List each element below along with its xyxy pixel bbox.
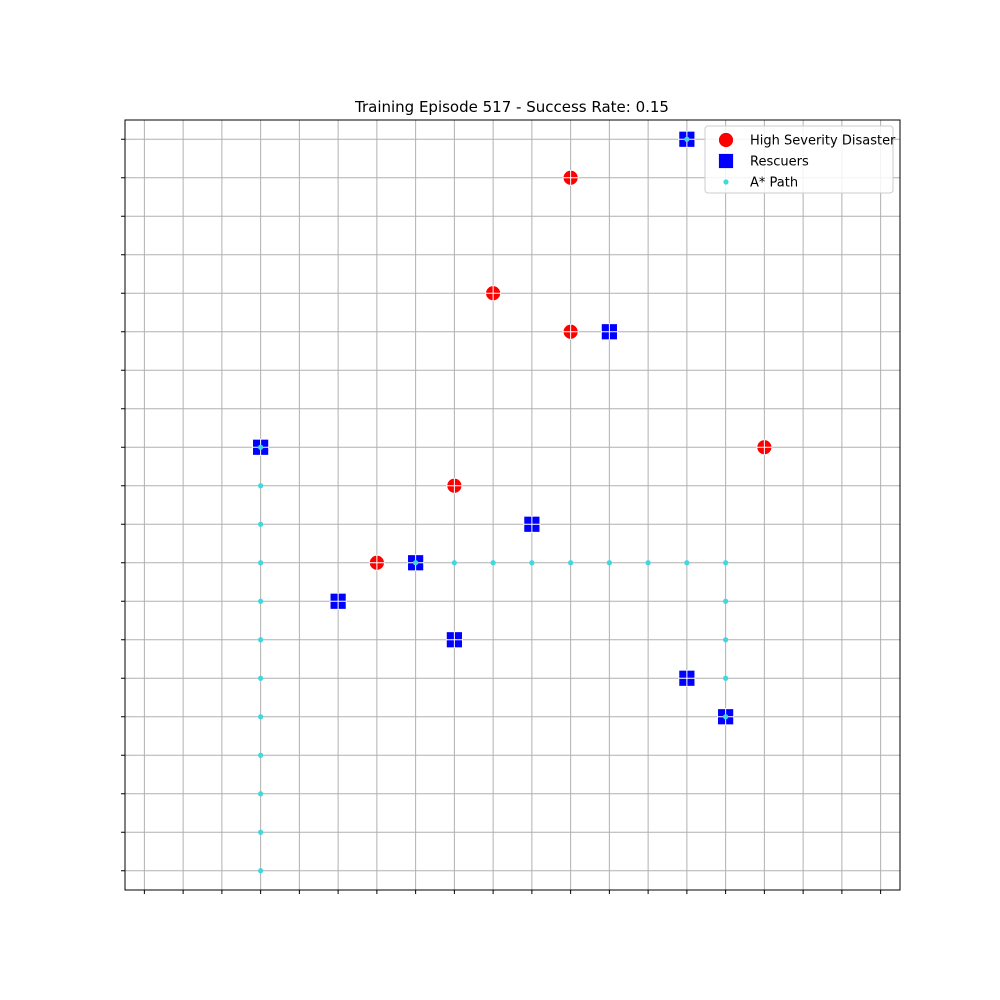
data-point-dot (723, 598, 729, 604)
legend-entries: High Severity Disaster Rescuers A* Path (718, 132, 896, 191)
data-point-dot (258, 675, 264, 681)
plot-frame (124, 119, 901, 891)
data-point-dot (258, 444, 264, 450)
data-point-dot (258, 791, 264, 797)
plot-marks (252, 130, 773, 874)
data-point-dot (723, 560, 729, 566)
data-point-dot (258, 868, 264, 874)
data-point-dot (723, 675, 729, 681)
data-point-dot (413, 560, 419, 566)
data-point-dot (723, 714, 729, 720)
series-dot (258, 136, 729, 874)
data-point-dot (258, 714, 264, 720)
data-point-dot (490, 560, 496, 566)
axis-ticks (121, 138, 882, 894)
data-point-dot (529, 560, 535, 566)
grid-lines (125, 120, 900, 890)
data-point-dot (258, 483, 264, 489)
data-point-dot (568, 560, 574, 566)
data-point-dot (258, 637, 264, 643)
data-point-dot (451, 560, 457, 566)
legend-label: High Severity Disaster (750, 134, 896, 149)
data-point-dot (606, 560, 612, 566)
data-point-dot (723, 637, 729, 643)
data-point-dot (645, 560, 651, 566)
data-point-dot (258, 521, 264, 527)
chart-title: Training Episode 517 - Success Rate: 0.1… (354, 98, 669, 116)
data-point-dot (258, 829, 264, 835)
legend-marker-square (718, 153, 734, 169)
legend-label: Rescuers (750, 155, 809, 170)
legend-marker-dot (723, 179, 729, 185)
legend: High Severity Disaster Rescuers A* Path (704, 125, 896, 194)
data-point-dot (258, 598, 264, 604)
data-point-dot (684, 560, 690, 566)
series-circle (368, 169, 773, 571)
data-point-dot (258, 752, 264, 758)
data-point-dot (258, 560, 264, 566)
legend-marker-circle (718, 132, 734, 148)
data-point-dot (684, 136, 690, 142)
legend-box (704, 125, 894, 194)
legend-label: A* Path (750, 176, 798, 191)
